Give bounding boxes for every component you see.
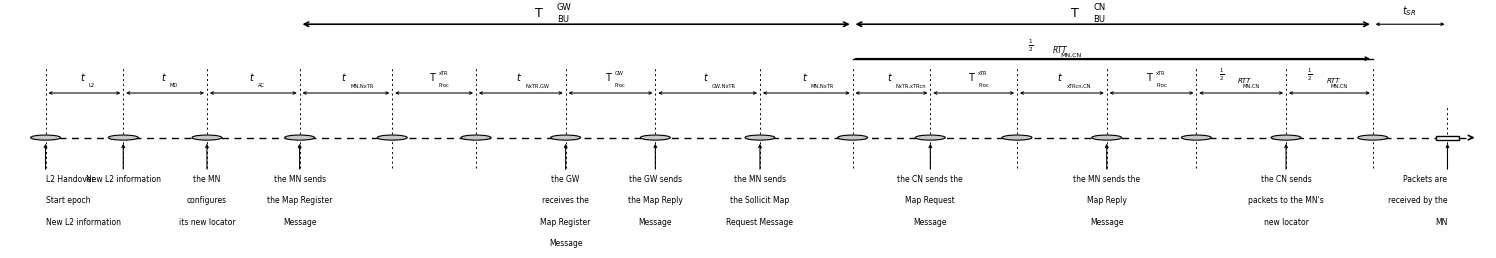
Text: the MN sends the: the MN sends the (1073, 174, 1140, 183)
Text: the MN sends: the MN sends (735, 174, 785, 183)
Text: the CN sends: the CN sends (1261, 174, 1312, 183)
Text: New L2 information: New L2 information (85, 174, 160, 183)
Text: MN: MN (1435, 218, 1448, 227)
Text: MD: MD (169, 83, 178, 88)
Text: Message: Message (283, 218, 316, 227)
Text: $\mathrm{T}$: $\mathrm{T}$ (429, 71, 437, 83)
Text: AC: AC (257, 83, 265, 88)
Text: xTRcn,CN: xTRcn,CN (1067, 83, 1091, 88)
Text: xTR: xTR (978, 71, 987, 76)
Circle shape (1002, 135, 1032, 140)
Text: $\mathit{t}$: $\mathit{t}$ (1058, 71, 1064, 83)
Circle shape (284, 135, 314, 140)
Text: RTT: RTT (1327, 78, 1340, 84)
Text: GW: GW (615, 71, 624, 76)
Text: New L2 information: New L2 information (45, 218, 121, 227)
Text: BU: BU (557, 15, 568, 24)
Text: $\mathit{t}_{SR}$: $\mathit{t}_{SR}$ (1402, 4, 1415, 18)
Text: Packets are: Packets are (1403, 174, 1448, 183)
Text: its new locator: its new locator (178, 218, 235, 227)
Text: BU: BU (1094, 15, 1106, 24)
Text: $\mathit{t}$: $\mathit{t}$ (160, 71, 166, 83)
Circle shape (1358, 135, 1388, 140)
Text: receives the: receives the (542, 196, 589, 205)
Text: the Sollicit Map: the Sollicit Map (730, 196, 790, 205)
Text: $\mathit{t}$: $\mathit{t}$ (248, 71, 254, 83)
Text: the Map Reply: the Map Reply (628, 196, 682, 205)
Text: Start epoch: Start epoch (45, 196, 90, 205)
Text: the MN sends: the MN sends (274, 174, 326, 183)
Text: CN: CN (1094, 3, 1106, 12)
Text: MN,CN: MN,CN (1243, 83, 1260, 88)
Circle shape (30, 135, 60, 140)
Text: the CN sends the: the CN sends the (898, 174, 963, 183)
Text: new locator: new locator (1264, 218, 1309, 227)
Text: configures: configures (187, 196, 227, 205)
Circle shape (377, 135, 407, 140)
Text: packets to the MN's: packets to the MN's (1248, 196, 1324, 205)
Text: Request Message: Request Message (727, 218, 793, 227)
Text: $\mathrm{T}$: $\mathrm{T}$ (604, 71, 613, 83)
Text: Map Request: Map Request (905, 196, 956, 205)
Circle shape (461, 135, 491, 140)
Text: the MN: the MN (193, 174, 220, 183)
Text: NxTR,xTRcn: NxTR,xTRcn (896, 83, 926, 88)
Text: $\mathrm{T}$: $\mathrm{T}$ (1071, 7, 1080, 20)
Circle shape (191, 135, 221, 140)
Circle shape (1272, 135, 1302, 140)
Text: Map Register: Map Register (540, 218, 591, 227)
Text: the Map Register: the Map Register (266, 196, 332, 205)
Circle shape (838, 135, 868, 140)
Text: NxTR,GW: NxTR,GW (525, 83, 549, 88)
Text: GW: GW (557, 3, 571, 12)
Text: $\frac{1}{2}$: $\frac{1}{2}$ (1219, 67, 1225, 83)
Text: Message: Message (549, 239, 582, 248)
Text: Proc: Proc (615, 83, 625, 88)
Text: the GW: the GW (552, 174, 580, 183)
Text: $\mathit{t}$: $\mathit{t}$ (341, 71, 347, 83)
Text: $\mathrm{T}$: $\mathrm{T}$ (534, 7, 543, 20)
Text: Proc: Proc (1156, 83, 1167, 88)
Text: MN,NxTR: MN,NxTR (350, 83, 374, 88)
Text: $\mathit{t}$: $\mathit{t}$ (79, 71, 85, 83)
Text: $\frac{1}{2}$: $\frac{1}{2}$ (1308, 67, 1312, 83)
Text: Message: Message (1091, 218, 1123, 227)
Circle shape (745, 135, 775, 140)
Bar (1436, 135, 1460, 140)
Text: Proc: Proc (438, 83, 449, 88)
Text: Message: Message (639, 218, 672, 227)
Text: $\mathrm{T}$: $\mathrm{T}$ (1146, 71, 1153, 83)
Text: MN,NxTR: MN,NxTR (811, 83, 835, 88)
Text: MN,CN: MN,CN (1061, 53, 1082, 58)
Circle shape (1092, 135, 1122, 140)
Text: the GW sends: the GW sends (628, 174, 682, 183)
Text: Map Reply: Map Reply (1086, 196, 1126, 205)
Text: xTR: xTR (438, 71, 449, 76)
Text: $\frac{1}{2}$: $\frac{1}{2}$ (1028, 37, 1034, 53)
Text: RTT: RTT (1053, 46, 1068, 55)
Text: L2 Handover: L2 Handover (45, 174, 94, 183)
Text: RTT: RTT (1239, 78, 1252, 84)
Circle shape (640, 135, 670, 140)
Text: $\mathit{t}$: $\mathit{t}$ (802, 71, 808, 83)
Text: Message: Message (914, 218, 947, 227)
Text: $\mathrm{T}$: $\mathrm{T}$ (968, 71, 977, 83)
Text: MN,CN: MN,CN (1331, 83, 1348, 88)
Circle shape (916, 135, 945, 140)
Circle shape (1182, 135, 1212, 140)
Circle shape (551, 135, 580, 140)
Text: L2: L2 (88, 83, 96, 88)
Text: Proc: Proc (978, 83, 989, 88)
Text: $\mathit{t}$: $\mathit{t}$ (887, 71, 893, 83)
Text: GW,NxTR: GW,NxTR (712, 83, 736, 88)
Text: $\mathit{t}$: $\mathit{t}$ (516, 71, 522, 83)
Text: received by the: received by the (1388, 196, 1448, 205)
Text: $\mathit{t}$: $\mathit{t}$ (703, 71, 709, 83)
Text: xTR: xTR (1156, 71, 1165, 76)
Circle shape (108, 135, 138, 140)
